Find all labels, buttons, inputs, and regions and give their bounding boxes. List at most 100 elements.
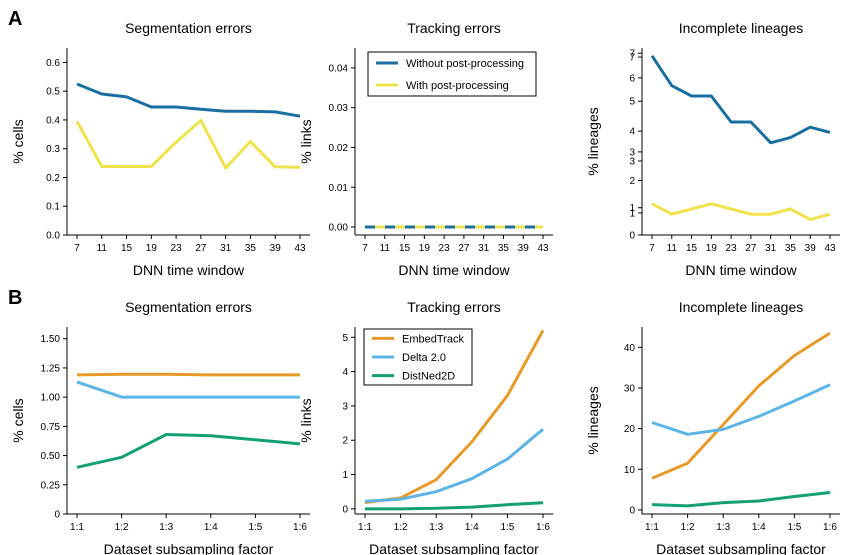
x-axis-label: Dataset subsampling factor xyxy=(369,541,539,555)
y-axis-label: % lineages xyxy=(585,386,601,455)
y-tick-label: 0 xyxy=(54,510,60,521)
x-tick-label: 1:4 xyxy=(752,522,766,533)
x-tick-label: 11 xyxy=(97,243,108,254)
y-tick-label: 0 xyxy=(629,505,635,516)
x-tick-label: 1:2 xyxy=(681,522,695,533)
x-axis-label: DNN time window xyxy=(398,262,510,278)
y-tick-label: 0.02 xyxy=(329,143,349,154)
x-tick-label: 23 xyxy=(726,243,738,254)
x-tick-label: 1:3 xyxy=(716,522,730,533)
x-tick-label: 1:2 xyxy=(115,522,129,533)
chart-1: Segmentation errors DNN time window % cell… xyxy=(10,20,310,278)
x-tick-label: 1:4 xyxy=(204,522,218,533)
y-tick-label: 4 xyxy=(342,367,348,378)
y-tick-label: 0 xyxy=(342,504,348,515)
y-tick-label: 3 xyxy=(629,147,635,158)
chart-6: Incomplete lineages Dataset subsampling f… xyxy=(585,299,840,555)
x-tick-label: 27 xyxy=(458,243,470,254)
x-tick-label: 43 xyxy=(294,243,306,254)
x-tick-label: 15 xyxy=(686,243,698,254)
y-tick-label: 5 xyxy=(629,97,635,108)
y-tick-label: 0.04 xyxy=(329,63,349,74)
x-tick-label: 1:4 xyxy=(465,522,479,533)
x-tick-label: 27 xyxy=(745,243,757,254)
series-line-3 xyxy=(651,491,831,508)
y-tick-label: 0.2 xyxy=(46,173,60,184)
y-tick-label: 2 xyxy=(629,176,635,187)
x-axis-label: Dataset subsampling factor xyxy=(104,541,274,555)
series-line-1 xyxy=(651,331,831,480)
x-tick-label: 23 xyxy=(439,243,451,254)
legend-label: DistNed2D xyxy=(402,371,455,383)
legend: Without post-processing With post-process… xyxy=(367,51,537,97)
x-tick-label: 11 xyxy=(667,243,678,254)
y-tick-label: 0.3 xyxy=(46,144,60,155)
x-axis-label: DNN time window xyxy=(133,262,245,278)
x-tick-label: 31 xyxy=(220,243,232,254)
x-tick-label: 1:6 xyxy=(536,522,550,533)
y-axis-label: % cells xyxy=(10,398,26,442)
y-tick-label: 5 xyxy=(342,333,348,344)
legend: EmbedTrack Delta 2.0 DistNed2D xyxy=(363,328,473,386)
x-tick-label: 7 xyxy=(649,243,655,254)
y-tick-label: 6 xyxy=(629,73,635,84)
x-tick-label: 1:5 xyxy=(500,522,514,533)
y-tick-label: 0.1 xyxy=(46,202,60,213)
panel-label-a: A xyxy=(8,8,22,30)
chart-2: Tracking errors DNN time window % links 7 11… xyxy=(298,20,553,278)
x-tick-label: 43 xyxy=(537,243,549,254)
x-tick-label: 39 xyxy=(518,243,530,254)
y-tick-label: 1 xyxy=(629,208,635,219)
series-line-1 xyxy=(76,372,300,377)
y-tick-label: 3 xyxy=(629,156,635,167)
chart-4: Segmentation errors Dataset subsampling f… xyxy=(10,299,310,555)
y-tick-label: 0.25 xyxy=(41,480,61,491)
x-tick-label: 31 xyxy=(765,243,777,254)
x-tick-label: 31 xyxy=(478,243,490,254)
y-tick-label: 4 xyxy=(629,127,635,138)
y-tick-label: 0.03 xyxy=(329,103,349,114)
y-tick-label: 0.6 xyxy=(46,58,60,69)
x-tick-label: 35 xyxy=(785,243,797,254)
chart-title: Segmentation errors xyxy=(125,20,252,36)
x-tick-label: 39 xyxy=(805,243,817,254)
chart-3: Incomplete lineages DNN time window % line… xyxy=(585,20,840,278)
y-axis-label: % links xyxy=(298,119,314,163)
x-tick-label: 1:2 xyxy=(394,522,408,533)
y-tick-label: 3 xyxy=(342,401,348,412)
x-tick-label: 15 xyxy=(121,243,133,254)
panel-label-b: B xyxy=(8,287,22,309)
y-tick-label: 1 xyxy=(629,203,635,214)
y-tick-label: 0.50 xyxy=(41,451,61,462)
y-tick-label: 1.50 xyxy=(41,334,61,345)
series-line-2 xyxy=(651,202,831,221)
chart-title: Incomplete lineages xyxy=(679,20,804,36)
x-tick-label: 7 xyxy=(74,243,80,254)
x-tick-label: 1:3 xyxy=(159,522,173,533)
series-line-1 xyxy=(76,82,301,118)
y-tick-label: 20 xyxy=(624,424,636,435)
legend-label: Delta 2.0 xyxy=(402,352,446,364)
charts: Segmentation errors DNN time window % cell… xyxy=(10,20,840,555)
x-tick-label: 39 xyxy=(270,243,282,254)
y-tick-label: 0.0 xyxy=(46,231,60,242)
legend-label: Without post-processing xyxy=(406,58,524,70)
series-line-2 xyxy=(651,383,831,436)
x-tick-label: 19 xyxy=(706,243,718,254)
y-tick-label: 30 xyxy=(624,383,636,394)
x-tick-label: 1:5 xyxy=(248,522,262,533)
x-tick-label: 1:6 xyxy=(823,522,837,533)
y-axis-label: % lineages xyxy=(585,107,601,176)
chart-title: Tracking errors xyxy=(407,20,501,36)
chart-title: Segmentation errors xyxy=(125,299,252,315)
y-tick-label: 7 xyxy=(629,53,635,64)
y-tick-label: 0.4 xyxy=(46,115,60,126)
y-tick-label: 40 xyxy=(624,343,636,354)
chart-title: Incomplete lineages xyxy=(679,299,804,315)
y-axis-label: % links xyxy=(298,398,314,442)
x-tick-label: 35 xyxy=(498,243,510,254)
x-tick-label: 15 xyxy=(399,243,411,254)
chart-5: Tracking errors Dataset subsampling facto… xyxy=(298,299,553,555)
y-axis-label: % cells xyxy=(10,119,26,163)
